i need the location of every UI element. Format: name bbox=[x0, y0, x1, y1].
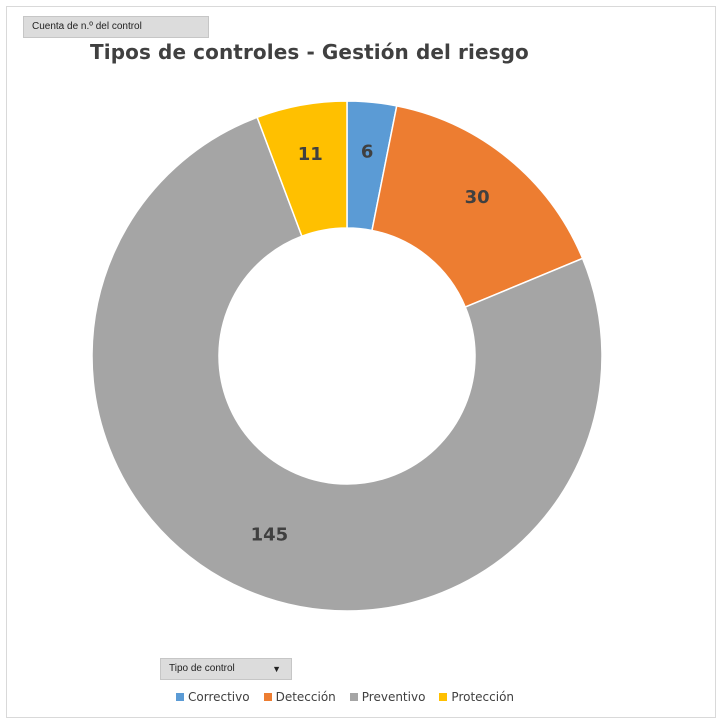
row-field-button[interactable]: Tipo de control ▼ bbox=[160, 658, 292, 680]
legend-label: Preventivo bbox=[361, 690, 426, 704]
data-label-correctivo: 6 bbox=[361, 142, 374, 163]
slice-preventivo[interactable] bbox=[91, 116, 603, 612]
legend-label: Correctivo bbox=[188, 690, 250, 704]
legend-swatch bbox=[176, 693, 184, 701]
data-label-detección: 30 bbox=[465, 187, 490, 208]
data-label-preventivo: 145 bbox=[251, 524, 289, 545]
legend-item-correctivo[interactable]: Correctivo bbox=[176, 690, 250, 704]
dropdown-arrow-icon[interactable]: ▼ bbox=[272, 664, 281, 674]
slice-detección[interactable] bbox=[371, 105, 584, 308]
slice-protección[interactable] bbox=[256, 100, 348, 238]
legend: Correctivo Detección Preventivo Protección bbox=[176, 690, 514, 704]
data-label-protección: 11 bbox=[298, 144, 323, 165]
row-field-label: Tipo de control bbox=[169, 663, 235, 674]
legend-item-preventivo[interactable]: Preventivo bbox=[349, 690, 426, 704]
legend-label: Protección bbox=[451, 690, 515, 704]
legend-label: Detección bbox=[275, 690, 336, 704]
chart-title: Tipos de controles - Gestión del riesgo bbox=[90, 40, 529, 64]
value-field-button[interactable]: Cuenta de n.º del control bbox=[23, 16, 209, 38]
legend-item-protección[interactable]: Protección bbox=[439, 690, 514, 704]
legend-swatch bbox=[439, 693, 448, 701]
legend-item-detección[interactable]: Detección bbox=[263, 690, 336, 704]
legend-swatch bbox=[263, 693, 272, 701]
legend-swatch bbox=[349, 693, 358, 701]
